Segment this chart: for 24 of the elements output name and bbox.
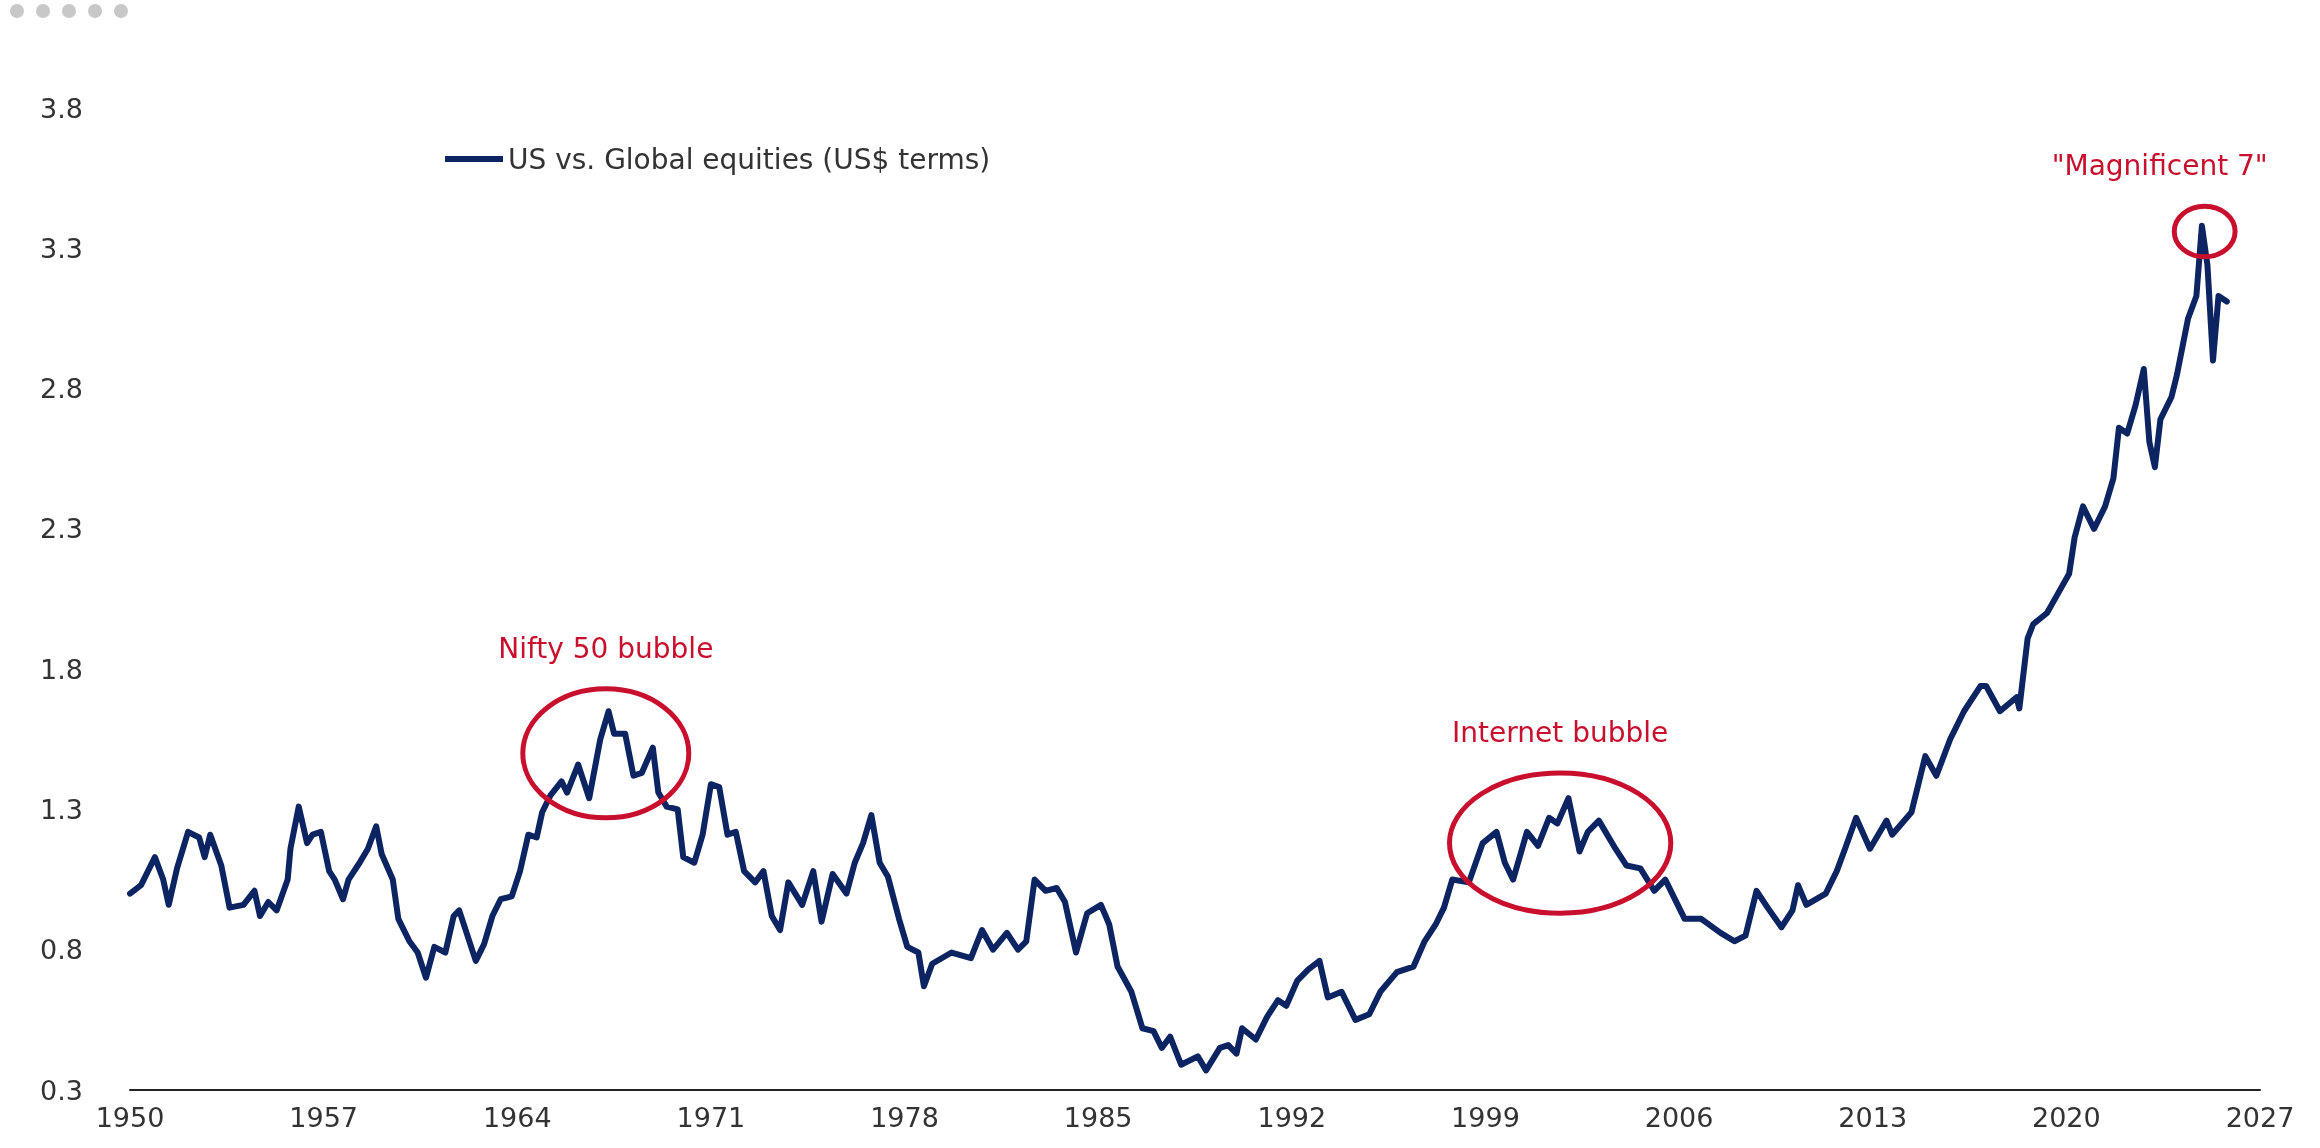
y-tick-label: 0.3 — [40, 1074, 83, 1106]
x-tick-label: 2013 — [1838, 1102, 1908, 1133]
x-tick-label: 2006 — [1644, 1102, 1714, 1133]
x-tick-label: 2020 — [2032, 1102, 2101, 1133]
x-tick-label: 1999 — [1451, 1102, 1520, 1133]
annotation: Internet bubble — [1452, 715, 1669, 749]
y-tick-label: 0.8 — [40, 934, 83, 966]
x-tick-label: 1964 — [482, 1102, 552, 1133]
y-tick-label: 2.3 — [40, 513, 83, 545]
x-tick-label: 1957 — [289, 1102, 358, 1133]
x-tick-label: 1950 — [95, 1102, 165, 1133]
x-tick-label: 1971 — [676, 1102, 746, 1133]
y-tick-label: 3.3 — [40, 232, 83, 264]
y-tick-label: 1.3 — [40, 793, 83, 825]
y-tick-label: 2.8 — [40, 373, 83, 405]
annotation: Nifty 50 bubble — [498, 631, 714, 665]
annotation: "Magnificent 7" — [2051, 149, 2268, 183]
x-tick-label: 1992 — [1257, 1102, 1327, 1133]
x-tick-label: 1978 — [870, 1102, 939, 1133]
x-tick-label: 1985 — [1063, 1102, 1133, 1133]
y-tick-label: 1.8 — [40, 653, 83, 685]
x-tick-label: 2027 — [2225, 1102, 2295, 1133]
legend-label: US vs. Global equities (US$ terms) — [508, 142, 991, 176]
y-tick-label: 3.8 — [40, 92, 83, 124]
